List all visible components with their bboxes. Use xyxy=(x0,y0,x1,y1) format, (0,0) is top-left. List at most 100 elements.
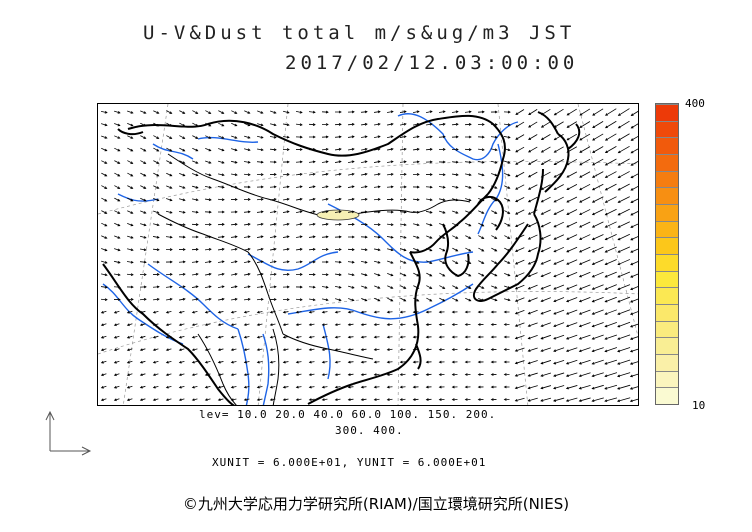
wind-arrow xyxy=(257,123,263,126)
wind-arrow xyxy=(321,223,329,226)
wind-arrow xyxy=(579,372,591,377)
wind-arrow xyxy=(295,186,303,188)
wind-arrow-head xyxy=(165,310,169,314)
wind-arrow-head xyxy=(403,223,407,227)
wind-arrow-head xyxy=(100,348,104,352)
wind-arrow-head xyxy=(299,273,303,276)
wind-arrow-head xyxy=(527,187,531,190)
wind-arrow-head xyxy=(566,162,570,166)
wind-arrow-head xyxy=(143,260,147,264)
wind-arrow-head xyxy=(269,348,273,352)
wind-arrow xyxy=(178,298,186,301)
wind-arrow xyxy=(605,246,617,253)
wind-arrow-head xyxy=(364,197,368,201)
wind-arrow xyxy=(295,198,303,201)
coastlines xyxy=(102,111,581,405)
wind-arrow xyxy=(387,273,393,276)
wind-arrow xyxy=(192,147,198,152)
wind-arrow-head xyxy=(386,335,390,339)
wind-arrow-head xyxy=(553,125,557,128)
wind-arrow xyxy=(540,372,552,377)
wind-arrow-head xyxy=(299,247,303,251)
wind-arrow-head xyxy=(325,260,329,264)
wind-arrow xyxy=(605,296,617,303)
wind-arrow-head xyxy=(477,323,481,326)
wind-arrow-head xyxy=(234,260,238,264)
wind-arrow-head xyxy=(312,197,316,201)
wind-arrow-head xyxy=(260,148,264,152)
wind-arrow-head xyxy=(104,285,108,289)
wind-arrow xyxy=(282,198,290,201)
color-scale-step xyxy=(656,337,678,354)
wind-arrow-head xyxy=(191,360,195,364)
wind-arrow-head xyxy=(338,210,342,214)
wind-arrow xyxy=(504,222,510,227)
wind-arrow-head xyxy=(630,125,634,129)
wind-arrow xyxy=(295,211,303,213)
wind-arrow-head xyxy=(390,198,394,201)
wind-arrow-head xyxy=(247,247,251,251)
wind-arrow-head xyxy=(442,273,446,277)
wind-arrow-head xyxy=(117,123,121,127)
wind-arrow-head xyxy=(312,235,316,239)
wind-arrow-head xyxy=(152,335,156,339)
wind-arrow xyxy=(541,134,551,140)
wind-arrow-head xyxy=(591,337,595,340)
wind-arrow xyxy=(321,198,329,201)
wind-arrow xyxy=(282,136,290,138)
wind-arrow-head xyxy=(321,385,325,389)
wind-arrow xyxy=(439,297,445,302)
wind-arrow xyxy=(504,285,510,289)
wind-arrow xyxy=(321,148,329,151)
wind-arrow-head xyxy=(338,273,342,277)
wind-arrow-head xyxy=(578,299,582,303)
wind-arrow xyxy=(579,297,591,302)
wind-arrow xyxy=(217,173,225,176)
wind-arrow-head xyxy=(490,335,494,339)
wind-arrow-head xyxy=(312,135,316,139)
wind-arrow xyxy=(360,161,368,163)
wind-arrow-head xyxy=(282,373,286,377)
wind-arrow xyxy=(321,173,329,176)
wind-arrow-head xyxy=(412,360,416,364)
wind-arrow-head xyxy=(247,297,251,301)
wind-arrow-head xyxy=(604,274,608,278)
wind-arrow xyxy=(191,286,199,288)
wind-arrow-head xyxy=(565,374,569,377)
wind-arrow-head xyxy=(540,149,544,153)
wind-arrow xyxy=(566,372,578,377)
wind-arrow-head xyxy=(282,323,286,327)
wind-arrow-head xyxy=(528,149,531,153)
wind-arrow-head xyxy=(364,110,368,114)
wind-arrow-head xyxy=(182,198,186,202)
wind-arrow-head xyxy=(553,386,557,390)
wind-arrow-head xyxy=(438,348,442,351)
wind-arrow-head xyxy=(139,373,143,377)
wind-arrow xyxy=(515,259,525,265)
wind-arrow-head xyxy=(195,223,199,226)
wind-arrow xyxy=(630,348,638,352)
wind-arrow-head xyxy=(113,360,117,364)
wind-arrow-head xyxy=(507,123,511,127)
wind-arrow-head xyxy=(273,197,277,201)
wind-arrow-head xyxy=(243,398,247,402)
wind-arrow-head xyxy=(617,212,621,216)
wind-arrow xyxy=(617,372,631,377)
wind-arrow-head xyxy=(527,386,531,390)
wind-arrow-head xyxy=(247,185,251,189)
wind-arrow xyxy=(230,286,238,288)
wind-arrow xyxy=(541,297,551,302)
wind-arrow-head xyxy=(429,261,433,264)
wind-arrow xyxy=(114,248,120,251)
wind-arrow-head xyxy=(273,135,277,139)
wind-arrow-head xyxy=(442,135,446,139)
wind-arrow xyxy=(205,122,211,127)
wind-arrow xyxy=(566,309,578,315)
wind-arrow-head xyxy=(507,211,511,214)
wind-arrow xyxy=(503,123,511,126)
wind-arrow-head xyxy=(230,335,234,339)
wind-arrow-head xyxy=(390,185,394,189)
wind-arrow-head xyxy=(156,273,160,276)
wind-arrow-head xyxy=(515,162,519,165)
wind-arrow-head xyxy=(269,310,273,314)
